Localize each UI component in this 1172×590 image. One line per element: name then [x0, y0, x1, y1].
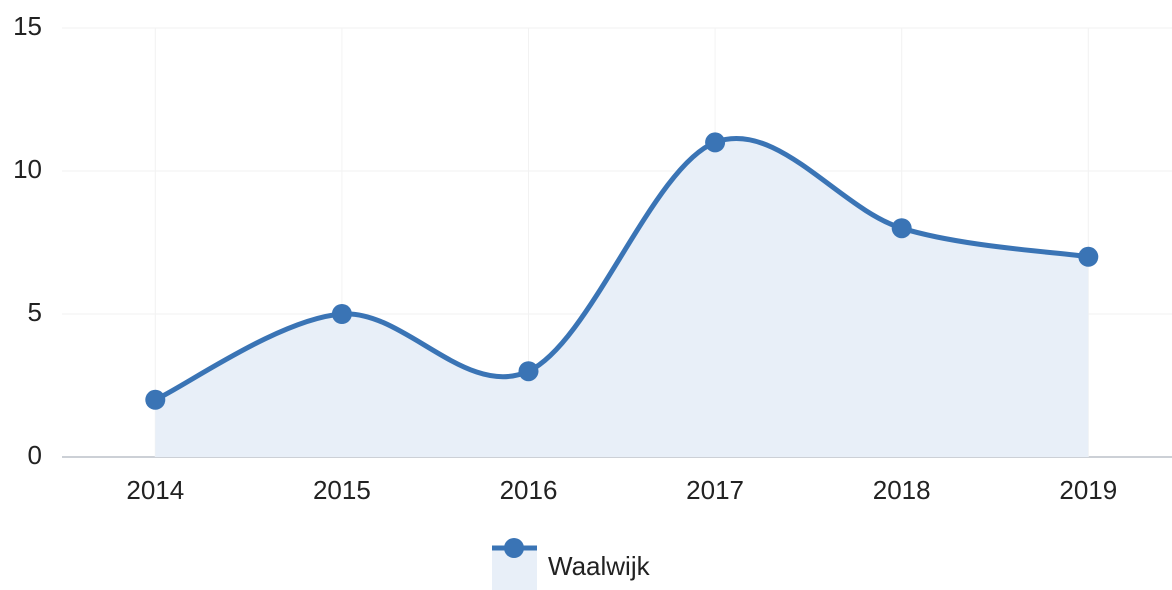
- marker: [891, 218, 912, 239]
- x-tick-label: 2014: [126, 475, 184, 505]
- marker: [331, 304, 352, 324]
- marker: [1078, 246, 1099, 267]
- y-tick-label: 10: [13, 154, 42, 184]
- x-tick-label: 2015: [313, 475, 371, 505]
- x-tick-label: 2017: [686, 475, 744, 505]
- legend-label: Waalwijk: [548, 551, 651, 581]
- y-tick-label: 5: [28, 297, 42, 327]
- marker: [518, 361, 539, 382]
- marker: [145, 389, 166, 410]
- x-tick-label: 2019: [1059, 475, 1117, 505]
- x-tick-label: 2016: [500, 475, 558, 505]
- y-tick-label: 15: [13, 11, 42, 41]
- x-tick-label: 2018: [873, 475, 931, 505]
- marker: [705, 132, 726, 153]
- y-tick-label: 0: [28, 440, 42, 470]
- area: [155, 138, 1089, 457]
- legend-marker: [504, 538, 524, 558]
